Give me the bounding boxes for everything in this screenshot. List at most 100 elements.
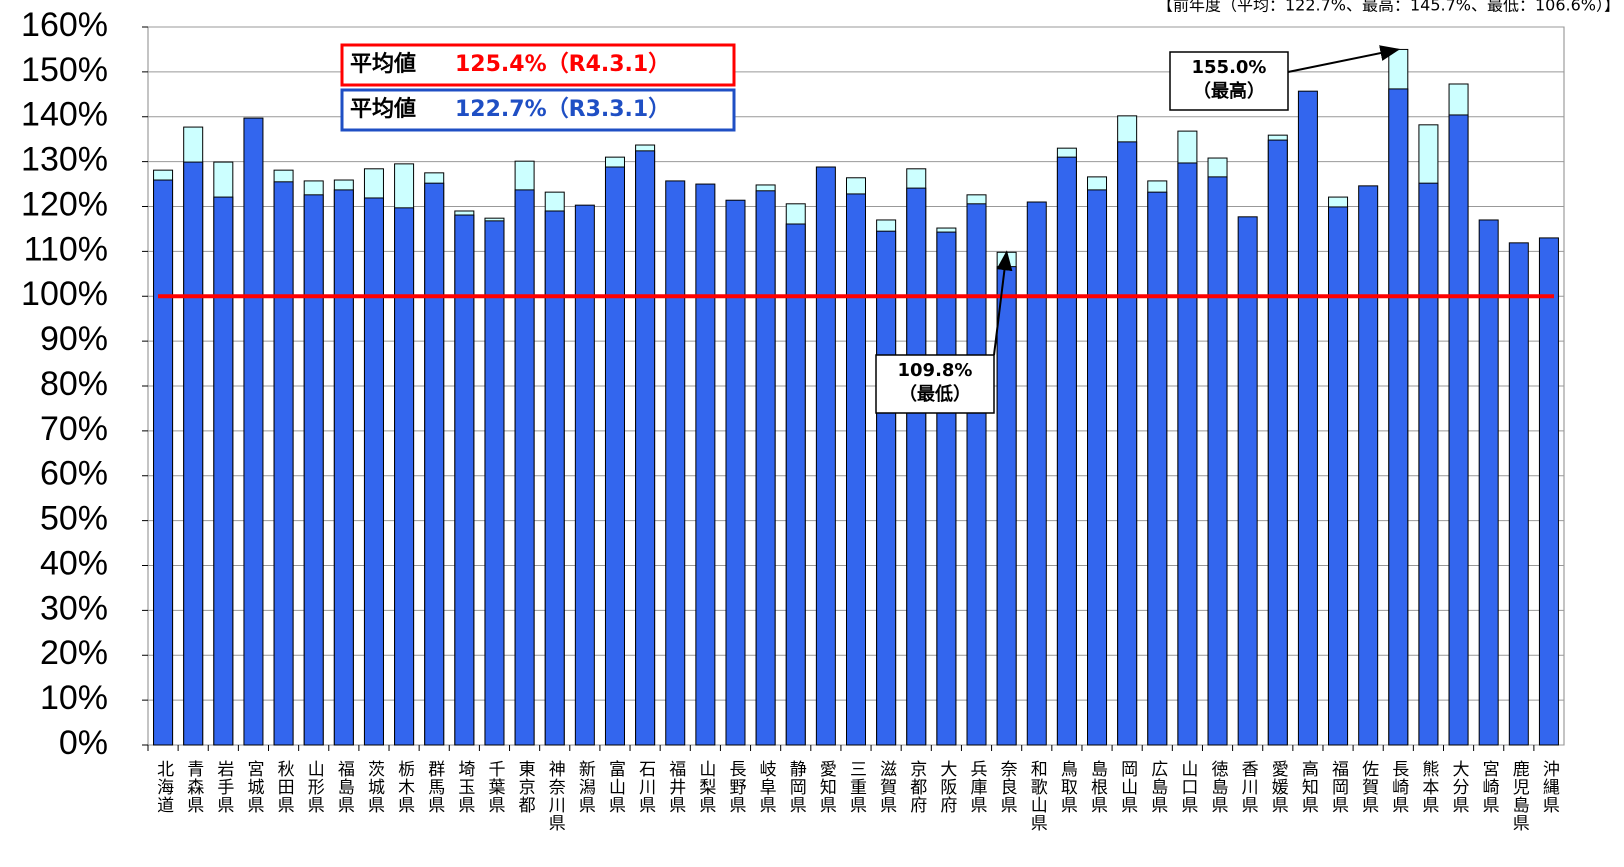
x-tick-label: 東京都 — [515, 760, 536, 814]
bar — [183, 161, 204, 746]
annotation-box — [875, 354, 995, 414]
bar — [1056, 156, 1077, 746]
bar — [966, 203, 987, 746]
y-tick-label: 110% — [24, 230, 108, 268]
bar — [1267, 139, 1288, 746]
bar — [1448, 114, 1469, 746]
bar — [1147, 191, 1168, 746]
x-tick-label: 佐賀県 — [1358, 760, 1379, 814]
bar — [243, 117, 264, 746]
x-tick-label: 奈良県 — [997, 760, 1018, 814]
bar — [1117, 141, 1138, 746]
legend-value: 122.7%（R3.3.1） — [455, 97, 670, 122]
x-tick-label: 北海道 — [153, 760, 174, 814]
annotation-text: 109.8% — [898, 360, 973, 381]
bar — [1478, 219, 1499, 746]
bar — [303, 194, 324, 746]
x-tick-label: 鳥取県 — [1057, 760, 1078, 814]
annotation-text: （最高） — [1193, 80, 1265, 102]
annotation-text: （最低） — [899, 383, 971, 405]
annotation-arrow — [1287, 45, 1401, 73]
x-tick-label: 福井県 — [665, 760, 686, 814]
x-tick-label: 兵庫県 — [967, 760, 988, 814]
x-tick-label: 愛媛県 — [1268, 760, 1289, 814]
bar — [484, 220, 505, 746]
legend-value: 125.4%（R4.3.1） — [455, 52, 670, 77]
bar — [604, 166, 625, 746]
x-tick-label: 山形県 — [304, 760, 325, 814]
bar — [846, 193, 866, 746]
bar — [996, 266, 1017, 746]
x-tick-label: 山梨県 — [695, 760, 716, 814]
x-tick-label: 大阪府 — [936, 760, 957, 814]
bar — [1328, 206, 1349, 746]
bar — [785, 223, 806, 746]
x-tick-label: 大分県 — [1449, 760, 1470, 814]
y-tick-label: 70% — [40, 410, 108, 448]
bar — [1358, 185, 1379, 746]
x-tick-label: 三重県 — [846, 760, 867, 814]
bar — [574, 204, 595, 746]
bar — [665, 180, 686, 746]
bar — [514, 189, 535, 746]
x-tick-label: 栃木県 — [394, 760, 415, 814]
annotation-box — [1169, 51, 1289, 111]
x-tick-label: 高知県 — [1298, 760, 1319, 814]
y-tick-label: 30% — [40, 589, 108, 627]
note: 【前年度（平均：122.7%、最高：145.7%、最低：106.6%）】 — [1157, 0, 1620, 15]
y-tick-label: 80% — [40, 365, 108, 403]
bar — [394, 207, 415, 746]
annotation-text: 155.0% — [1192, 57, 1267, 78]
annotation-arrow — [993, 250, 1013, 356]
y-tick-label: 20% — [40, 634, 108, 672]
bar — [424, 182, 445, 746]
bar — [333, 189, 354, 746]
bar — [876, 230, 897, 746]
x-tick-label: 長崎県 — [1388, 760, 1409, 814]
x-tick-label: 神奈川県 — [545, 760, 566, 832]
x-tick-label: 岩手県 — [213, 760, 234, 814]
x-tick-label: 香川県 — [1238, 760, 1259, 814]
legend-label: 平均値 — [350, 51, 416, 77]
x-tick-label: 新潟県 — [575, 760, 596, 814]
bar — [1297, 90, 1318, 746]
bar — [1508, 242, 1529, 746]
bar — [635, 150, 656, 746]
y-tick-label: 90% — [40, 320, 108, 358]
x-tick-label: 宮城県 — [243, 760, 264, 814]
x-tick-label: 秋田県 — [274, 760, 295, 814]
y-tick-label: 0% — [59, 724, 108, 762]
y-tick-label: 10% — [40, 679, 108, 717]
y-tick-label: 120% — [21, 185, 108, 223]
bar — [1177, 162, 1198, 746]
x-tick-label: 長野県 — [725, 760, 746, 814]
x-tick-label: 青森県 — [183, 760, 204, 814]
bar — [695, 183, 716, 746]
x-tick-label: 山口県 — [1177, 760, 1198, 814]
x-tick-label: 愛知県 — [816, 760, 837, 814]
bar — [1026, 201, 1047, 746]
bar — [1237, 216, 1258, 746]
legend-box — [340, 43, 736, 87]
bar — [755, 190, 776, 746]
bar — [936, 231, 957, 746]
x-tick-label: 群馬県 — [424, 760, 445, 814]
y-tick-label: 40% — [40, 544, 108, 582]
x-tick-label: 静岡県 — [786, 760, 807, 814]
x-tick-label: 広島県 — [1147, 760, 1168, 814]
y-tick-label: 60% — [40, 455, 108, 493]
x-tick-label: 富山県 — [605, 760, 626, 814]
bar — [454, 214, 475, 746]
x-tick-label: 和歌山県 — [1027, 760, 1048, 832]
x-tick-label: 宮崎県 — [1479, 760, 1500, 814]
bar — [1207, 176, 1228, 746]
bar — [815, 166, 836, 746]
x-tick-label: 岐阜県 — [756, 760, 777, 814]
x-tick-label: 沖縄県 — [1539, 760, 1560, 814]
x-tick-label: 鹿児島県 — [1509, 760, 1530, 832]
x-tick-label: 茨城県 — [364, 760, 385, 814]
x-tick-label: 京都府 — [906, 760, 927, 814]
bar — [1538, 237, 1559, 746]
x-tick-label: 福岡県 — [1328, 760, 1349, 814]
